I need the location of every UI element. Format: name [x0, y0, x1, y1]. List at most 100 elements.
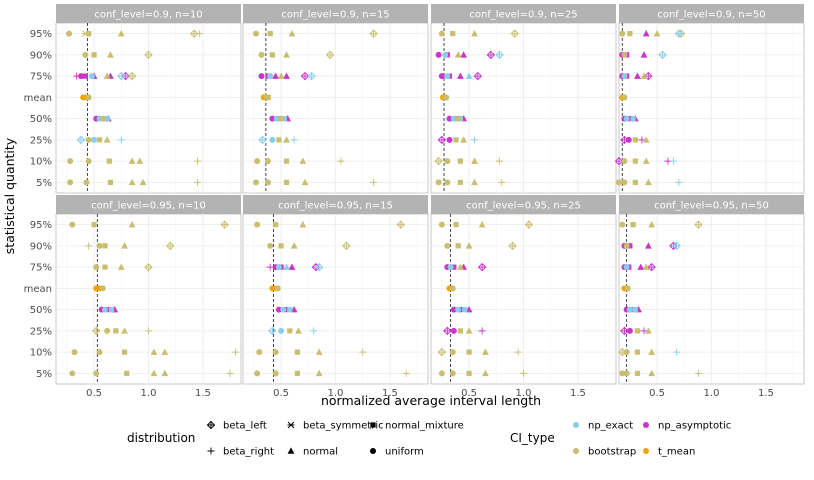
legend-label: normal — [303, 447, 338, 458]
data-point — [465, 72, 473, 79]
data-point — [102, 264, 108, 270]
data-point — [623, 242, 630, 249]
x-axis-title: normalized average interval length — [321, 393, 541, 408]
data-point — [620, 326, 629, 336]
data-point — [644, 178, 652, 186]
x-tick-label: 1.5 — [758, 388, 774, 399]
data-point — [510, 29, 520, 38]
data-point — [455, 306, 462, 313]
legend-label: beta_left — [223, 421, 267, 432]
data-point — [113, 328, 119, 334]
data-point — [402, 369, 410, 377]
data-point — [265, 158, 272, 165]
data-point — [624, 285, 631, 292]
data-point — [674, 29, 684, 38]
y-tick-label: 25% — [30, 135, 52, 146]
data-point — [438, 370, 445, 377]
data-point — [281, 116, 287, 122]
data-point — [91, 222, 97, 228]
data-point — [106, 158, 112, 164]
data-point — [647, 262, 656, 272]
data-point — [653, 30, 661, 37]
data-point — [442, 51, 449, 58]
data-point — [278, 327, 285, 334]
x-tick-label: 1.0 — [328, 388, 344, 399]
data-point — [694, 369, 702, 377]
data-point — [632, 158, 638, 164]
data-point — [623, 115, 630, 122]
y-tick-label: 95% — [30, 29, 52, 40]
data-point — [456, 263, 464, 270]
legend-label: beta_right — [223, 447, 274, 458]
data-point — [482, 348, 489, 355]
data-point — [103, 72, 111, 79]
data-point — [450, 31, 456, 37]
data-point — [465, 306, 473, 313]
data-point — [449, 285, 456, 292]
data-point — [434, 156, 443, 166]
facet-strip-label: conf_level=0.9, n=15 — [281, 10, 389, 21]
x-tick-label: 0.5 — [273, 388, 289, 399]
data-point — [144, 50, 153, 60]
data-point — [102, 243, 108, 249]
data-point — [69, 221, 76, 228]
data-point — [315, 369, 323, 377]
legend-label: normal_mixture — [385, 421, 464, 432]
data-point — [460, 51, 468, 58]
data-point — [632, 179, 638, 185]
data-point — [295, 327, 302, 334]
data-point — [669, 157, 677, 165]
facet-strip — [619, 4, 804, 23]
data-point — [274, 285, 281, 292]
data-point — [78, 73, 85, 80]
data-point — [498, 178, 506, 186]
data-point — [621, 73, 628, 80]
data-point — [278, 243, 284, 249]
facet-strip-label: conf_level=0.9, n=10 — [94, 10, 202, 21]
data-point — [623, 264, 630, 271]
data-point — [83, 179, 90, 186]
data-point — [632, 137, 638, 143]
legend-key — [207, 447, 215, 455]
data-point — [267, 73, 274, 80]
data-point — [121, 349, 128, 355]
data-point — [117, 71, 126, 81]
data-point — [642, 136, 650, 143]
data-point — [275, 306, 282, 313]
data-point — [648, 221, 656, 228]
data-point — [226, 369, 234, 377]
data-point — [471, 136, 479, 144]
data-point — [621, 94, 628, 101]
data-point — [276, 137, 282, 143]
data-point — [273, 222, 279, 228]
facet-panel: conf_level=0.95, n=25 — [430, 195, 617, 385]
data-point — [290, 242, 298, 249]
data-point — [268, 326, 277, 336]
x-tick-label: 0.5 — [86, 388, 102, 399]
data-point — [266, 263, 274, 271]
data-point — [640, 51, 648, 58]
data-point — [128, 157, 136, 164]
y-tick-label: 50% — [30, 305, 52, 316]
data-point — [460, 136, 468, 143]
data-point — [486, 50, 496, 60]
data-point — [449, 349, 456, 356]
data-point — [496, 157, 504, 165]
data-point — [107, 179, 114, 185]
data-point — [508, 241, 517, 251]
y-tick-label: 75% — [30, 263, 52, 274]
data-point — [99, 115, 106, 122]
data-point — [495, 50, 504, 60]
facet-strip-label: conf_level=0.95, n=15 — [278, 201, 393, 212]
data-point — [85, 242, 93, 250]
facet-strip — [56, 4, 241, 23]
y-tick-label: 5% — [36, 178, 52, 189]
data-point — [450, 327, 457, 334]
data-point — [634, 328, 641, 334]
data-point — [478, 221, 486, 228]
facet-strip-label: conf_level=0.9, n=25 — [469, 10, 577, 21]
data-point — [108, 307, 115, 313]
data-point — [294, 370, 301, 376]
data-point — [150, 369, 158, 377]
